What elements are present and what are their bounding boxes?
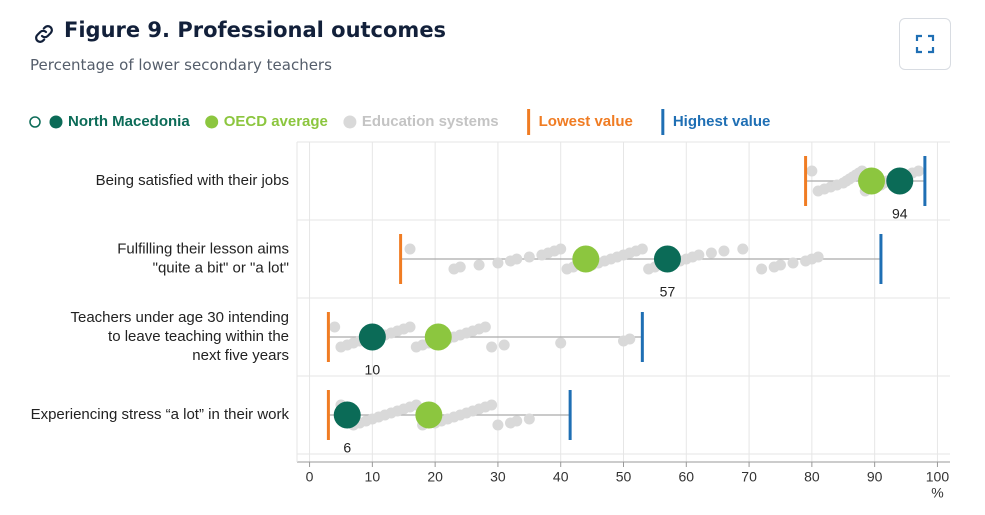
- x-tick-label: 0: [306, 469, 314, 485]
- value-dot: [333, 401, 361, 429]
- system-dot: [492, 419, 504, 431]
- value-dot: [572, 245, 600, 273]
- legend-dot: [205, 115, 219, 129]
- legend-dot: [49, 115, 63, 129]
- category-label: Teachers under age 30 intending: [71, 309, 290, 326]
- legend-label: North Macedonia: [68, 113, 190, 130]
- system-dot: [705, 247, 717, 259]
- x-tick-label: 50: [616, 469, 632, 485]
- system-dot: [498, 339, 510, 351]
- legend-label: OECD average: [224, 113, 328, 130]
- x-tick-label: 10: [365, 469, 381, 485]
- value-dot: [358, 323, 386, 351]
- system-dot: [511, 253, 523, 265]
- data-label: 6: [343, 440, 351, 456]
- value-dot: [886, 167, 914, 195]
- x-tick-label: 80: [804, 469, 820, 485]
- category-label: to leave teaching within the: [108, 328, 289, 345]
- system-dot: [555, 243, 567, 255]
- category-label: next five years: [192, 347, 289, 364]
- system-dot: [636, 243, 648, 255]
- legend-label: Lowest value: [539, 113, 633, 130]
- system-dot: [486, 399, 498, 411]
- system-dot: [913, 165, 925, 177]
- system-dot: [756, 263, 768, 275]
- system-dot: [693, 249, 705, 261]
- x-tick-label: 100: [926, 469, 950, 485]
- system-dot: [806, 165, 818, 177]
- category-label: "quite a bit" or "a lot": [153, 259, 289, 276]
- data-label: 57: [660, 284, 676, 300]
- x-tick-label: 90: [867, 469, 883, 485]
- legend-label: Education systems: [362, 113, 499, 130]
- x-tick-label: 40: [553, 469, 569, 485]
- system-dot: [523, 413, 535, 425]
- system-dot: [737, 243, 749, 255]
- system-dot: [329, 321, 341, 333]
- link-icon[interactable]: [32, 22, 56, 46]
- category-label: Being satisfied with their jobs: [96, 172, 289, 189]
- system-dot: [473, 259, 485, 271]
- system-dot: [479, 321, 491, 333]
- legend-hollow-dot: [29, 116, 41, 128]
- value-dot: [415, 401, 443, 429]
- system-dot: [454, 261, 466, 273]
- value-dot: [424, 323, 452, 351]
- figure-title: Figure 9. Professional outcomes: [64, 18, 447, 42]
- system-dot: [404, 243, 416, 255]
- fullscreen-button[interactable]: [899, 18, 951, 70]
- data-label: 94: [892, 206, 908, 222]
- value-dot: [653, 245, 681, 273]
- system-dot: [404, 321, 416, 333]
- category-label: Experiencing stress “a lot” in their wor…: [31, 406, 290, 423]
- system-dot: [511, 415, 523, 427]
- x-axis-label: %: [931, 485, 943, 501]
- system-dot: [555, 337, 567, 349]
- value-dot: [858, 167, 886, 195]
- category-label: Fulfilling their lesson aims: [117, 240, 289, 257]
- system-dot: [486, 341, 498, 353]
- system-dot: [624, 333, 636, 345]
- system-dot: [492, 257, 504, 269]
- data-label: 10: [365, 362, 381, 378]
- system-dot: [787, 257, 799, 269]
- legend-label: Highest value: [673, 113, 771, 130]
- fullscreen-icon: [915, 34, 935, 54]
- x-tick-label: 30: [490, 469, 506, 485]
- x-tick-label: 60: [678, 469, 694, 485]
- system-dot: [523, 251, 535, 263]
- system-dot: [718, 245, 730, 257]
- x-tick-label: 20: [427, 469, 443, 485]
- system-dot: [774, 259, 786, 271]
- legend-dot: [343, 115, 357, 129]
- system-dot: [812, 251, 824, 263]
- figure-subtitle: Percentage of lower secondary teachers: [30, 56, 332, 74]
- x-tick-label: 70: [741, 469, 757, 485]
